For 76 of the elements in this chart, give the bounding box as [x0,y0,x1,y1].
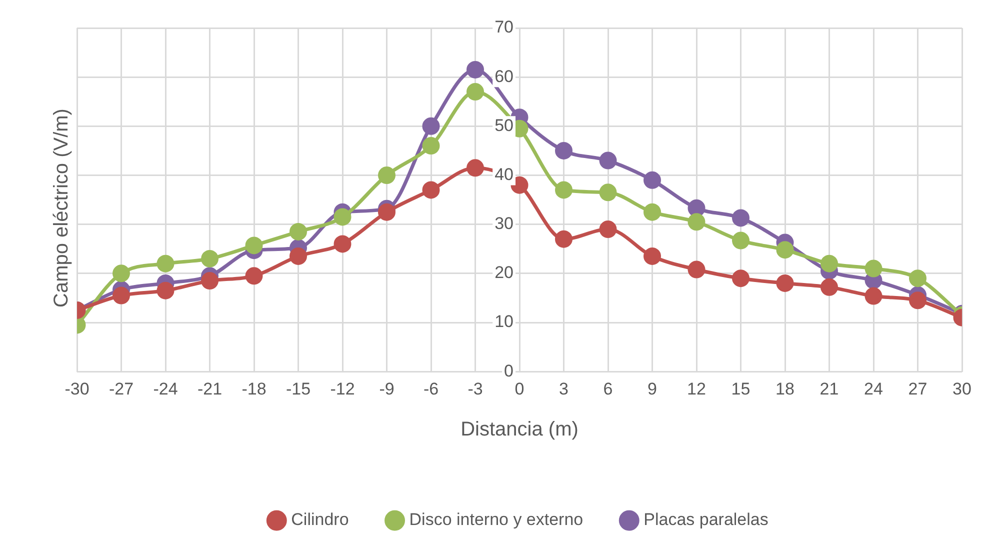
x-tick-label: 18 [776,379,794,398]
y-tick-label: 50 [494,116,514,135]
point [688,199,706,217]
point [644,171,661,189]
point [776,241,794,259]
x-tick-label: 3 [559,379,568,398]
x-tick-label: 12 [687,379,706,398]
point [555,142,572,160]
point [112,264,130,282]
point [909,270,926,288]
point [290,222,307,240]
x-tick-label: -27 [108,379,134,398]
point [290,248,307,265]
point [688,213,706,231]
x-tick-label: -24 [153,379,178,398]
x-tick-label: 27 [908,379,928,398]
y-tick-label: 20 [494,263,514,282]
point [112,286,130,304]
point [245,236,263,254]
point [466,159,484,177]
legend-label: Placas paralelas [644,510,768,530]
point [909,292,926,310]
legend-label: Disco interno y externo [409,510,584,530]
x-tick-label: 24 [864,379,883,398]
x-tick-label: -30 [64,379,90,398]
point [334,235,352,253]
x-tick-label: -12 [330,379,355,398]
point [864,287,882,305]
point [422,181,440,199]
point [555,230,572,248]
x-tick-label: -9 [379,379,394,398]
y-tick-label: 10 [494,312,514,332]
legend-label: Cilindro [291,510,349,530]
x-tick-label: 6 [603,379,613,398]
point [864,260,882,278]
point [555,181,572,199]
point [156,282,174,300]
y-axis-title: Campo eléctrico (V/m) [50,108,74,308]
point [732,232,750,250]
point [245,267,263,285]
point [378,203,396,221]
x-tick-label: 30 [952,379,972,398]
y-tick-label: 0 [504,361,514,380]
y-tick-label: 30 [494,214,514,234]
x-tick-label: 9 [648,379,657,398]
point [599,220,617,238]
point [422,117,440,135]
point [820,254,838,272]
point [599,184,617,202]
point [466,83,484,101]
x-tick-label: 21 [820,379,839,398]
point [599,152,617,170]
point [732,209,750,227]
x-tick-label: -18 [242,379,266,398]
point [732,270,750,288]
point [820,278,838,296]
point [422,137,440,155]
x-tick-label: -3 [468,379,483,398]
point [644,203,661,221]
point [378,166,396,184]
x-tick-label: -15 [286,379,311,398]
point [334,208,352,226]
point [156,254,174,272]
point [201,250,218,268]
x-tick-label: -6 [423,379,439,398]
x-tick-label: 15 [731,379,750,398]
point [688,260,706,278]
x-tick-label: -21 [197,379,222,398]
y-tick-label: 60 [494,66,514,86]
point [776,274,794,292]
y-tick-label: 40 [494,164,514,184]
point [644,248,661,265]
x-axis-title: Distancia (m) [460,418,578,441]
point [201,272,218,290]
y-tick-label: 70 [494,18,514,37]
point [466,60,484,78]
